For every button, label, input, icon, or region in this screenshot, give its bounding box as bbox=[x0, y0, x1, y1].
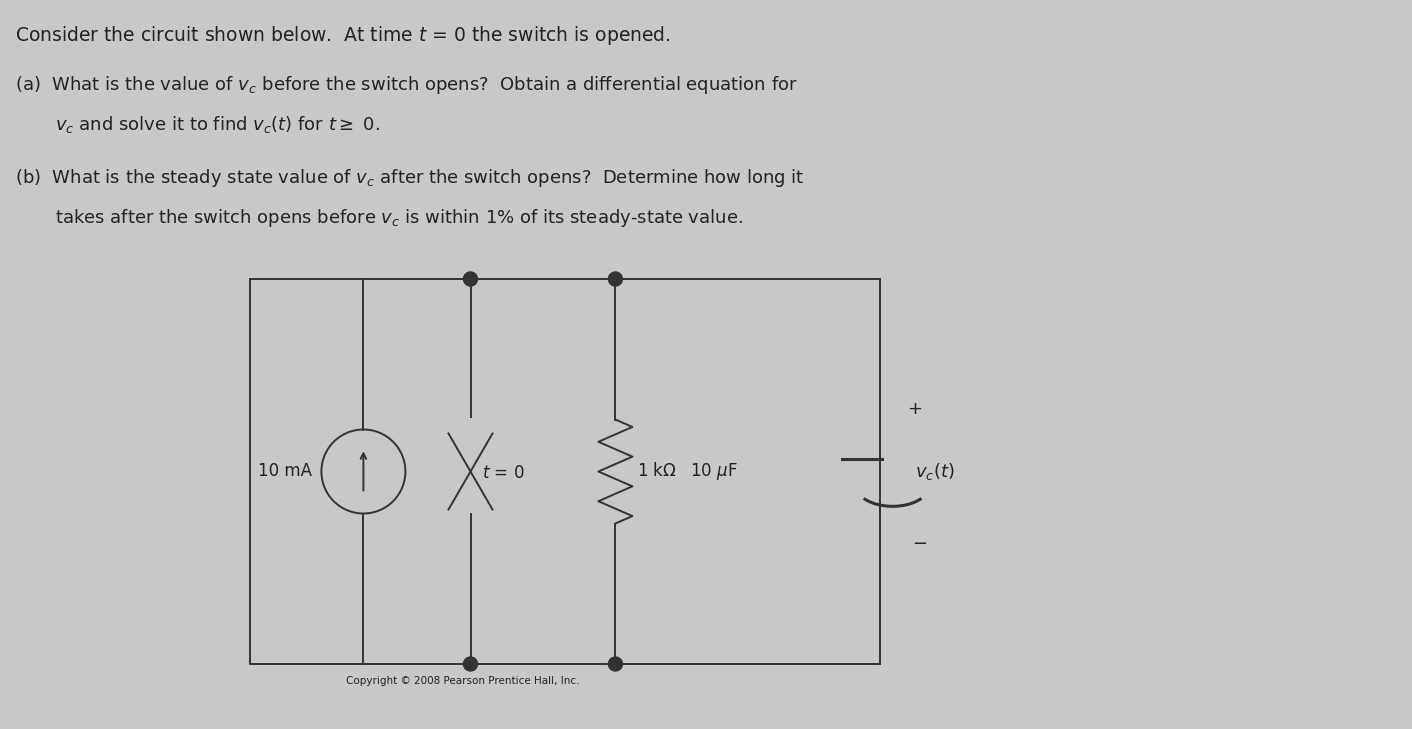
Text: Consider the circuit shown below.  At time $t$ = 0 the switch is opened.: Consider the circuit shown below. At tim… bbox=[16, 24, 671, 47]
Text: (b)  What is the steady state value of $v_c$ after the switch opens?  Determine : (b) What is the steady state value of $v… bbox=[16, 167, 805, 189]
Circle shape bbox=[609, 272, 623, 286]
Text: 10 $\mu$F: 10 $\mu$F bbox=[690, 461, 738, 482]
Text: Copyright © 2008 Pearson Prentice Hall, Inc.: Copyright © 2008 Pearson Prentice Hall, … bbox=[346, 676, 579, 686]
Text: takes after the switch opens before $v_c$ is within 1% of its steady-state value: takes after the switch opens before $v_c… bbox=[55, 207, 743, 229]
Text: $t$ = 0: $t$ = 0 bbox=[483, 464, 525, 483]
Text: $v_c(t)$: $v_c(t)$ bbox=[915, 461, 955, 482]
Circle shape bbox=[609, 657, 623, 671]
Text: (a)  What is the value of $v_c$ before the switch opens?  Obtain a differential : (a) What is the value of $v_c$ before th… bbox=[16, 74, 798, 96]
Text: +: + bbox=[908, 400, 922, 418]
Circle shape bbox=[463, 272, 477, 286]
Text: 10 mA: 10 mA bbox=[258, 462, 312, 480]
Text: −: − bbox=[912, 534, 928, 553]
Text: 1 k$\Omega$: 1 k$\Omega$ bbox=[637, 462, 676, 480]
Circle shape bbox=[463, 657, 477, 671]
Text: $v_c$ and solve it to find $v_c(t)$ for $t \geq$ 0.: $v_c$ and solve it to find $v_c(t)$ for … bbox=[55, 114, 380, 135]
